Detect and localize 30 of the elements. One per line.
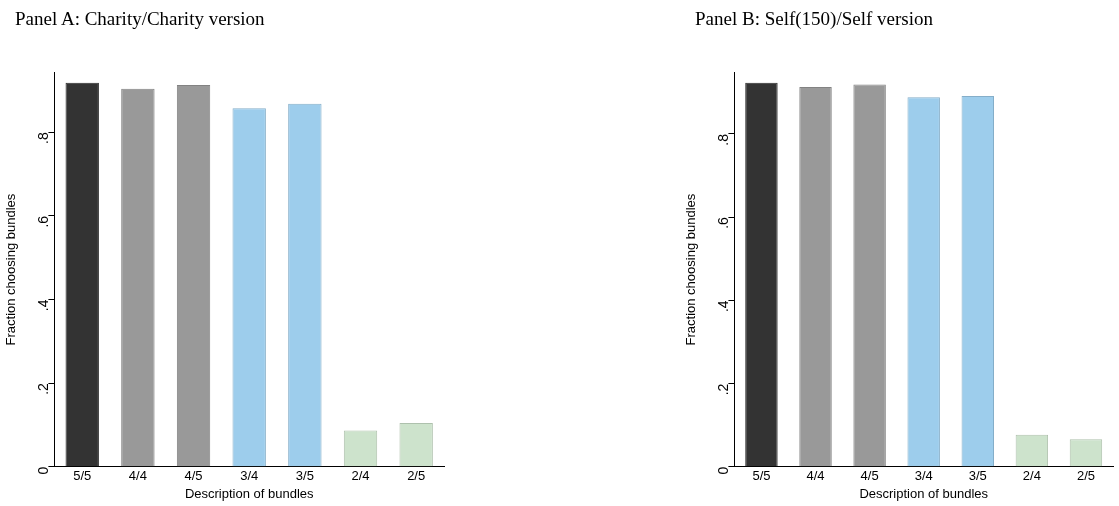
y-tick-label: 0: [715, 466, 732, 475]
y-tick-label: .2: [715, 383, 732, 396]
y-tick-label: .8: [35, 132, 52, 144]
x-tick-label: 5/5: [752, 468, 771, 484]
x-tick-label: 5/5: [73, 468, 92, 484]
y-tick-label: .4: [715, 300, 732, 313]
x-tick-label: 2/4: [1022, 468, 1041, 484]
x-tick-label: 3/4: [914, 468, 933, 484]
x-tick-label: 3/5: [968, 468, 987, 484]
x-axis-title: Description of bundles: [859, 485, 989, 501]
y-tick-label: .6: [715, 216, 732, 229]
x-tick-label: 4/4: [128, 468, 147, 484]
chart-title: Panel A: Charity/Charity version: [15, 8, 265, 30]
y-axis-title: Fraction choosing bundles: [3, 193, 19, 346]
x-tick-label: 2/5: [1076, 468, 1095, 484]
x-tick-label: 4/4: [806, 468, 825, 484]
x-tick-label: 3/4: [240, 468, 259, 484]
x-tick-label: 3/5: [295, 468, 314, 484]
x-tick-label: 4/5: [860, 468, 879, 484]
x-tick-label: 4/5: [184, 468, 203, 484]
chart-title: Panel B: Self(150)/Self version: [695, 8, 933, 30]
y-tick-label: .6: [35, 215, 52, 228]
y-tick-label: 0: [35, 466, 52, 475]
y-tick-label: .2: [35, 382, 52, 395]
x-tick-label: 2/5: [407, 468, 426, 484]
x-tick-label: 2/4: [351, 468, 370, 484]
y-tick-label: .4: [35, 299, 52, 312]
y-tick-label: .8: [715, 133, 732, 146]
y-axis-title: Fraction choosing bundles: [683, 193, 699, 346]
x-axis-title: Description of bundles: [184, 485, 315, 501]
